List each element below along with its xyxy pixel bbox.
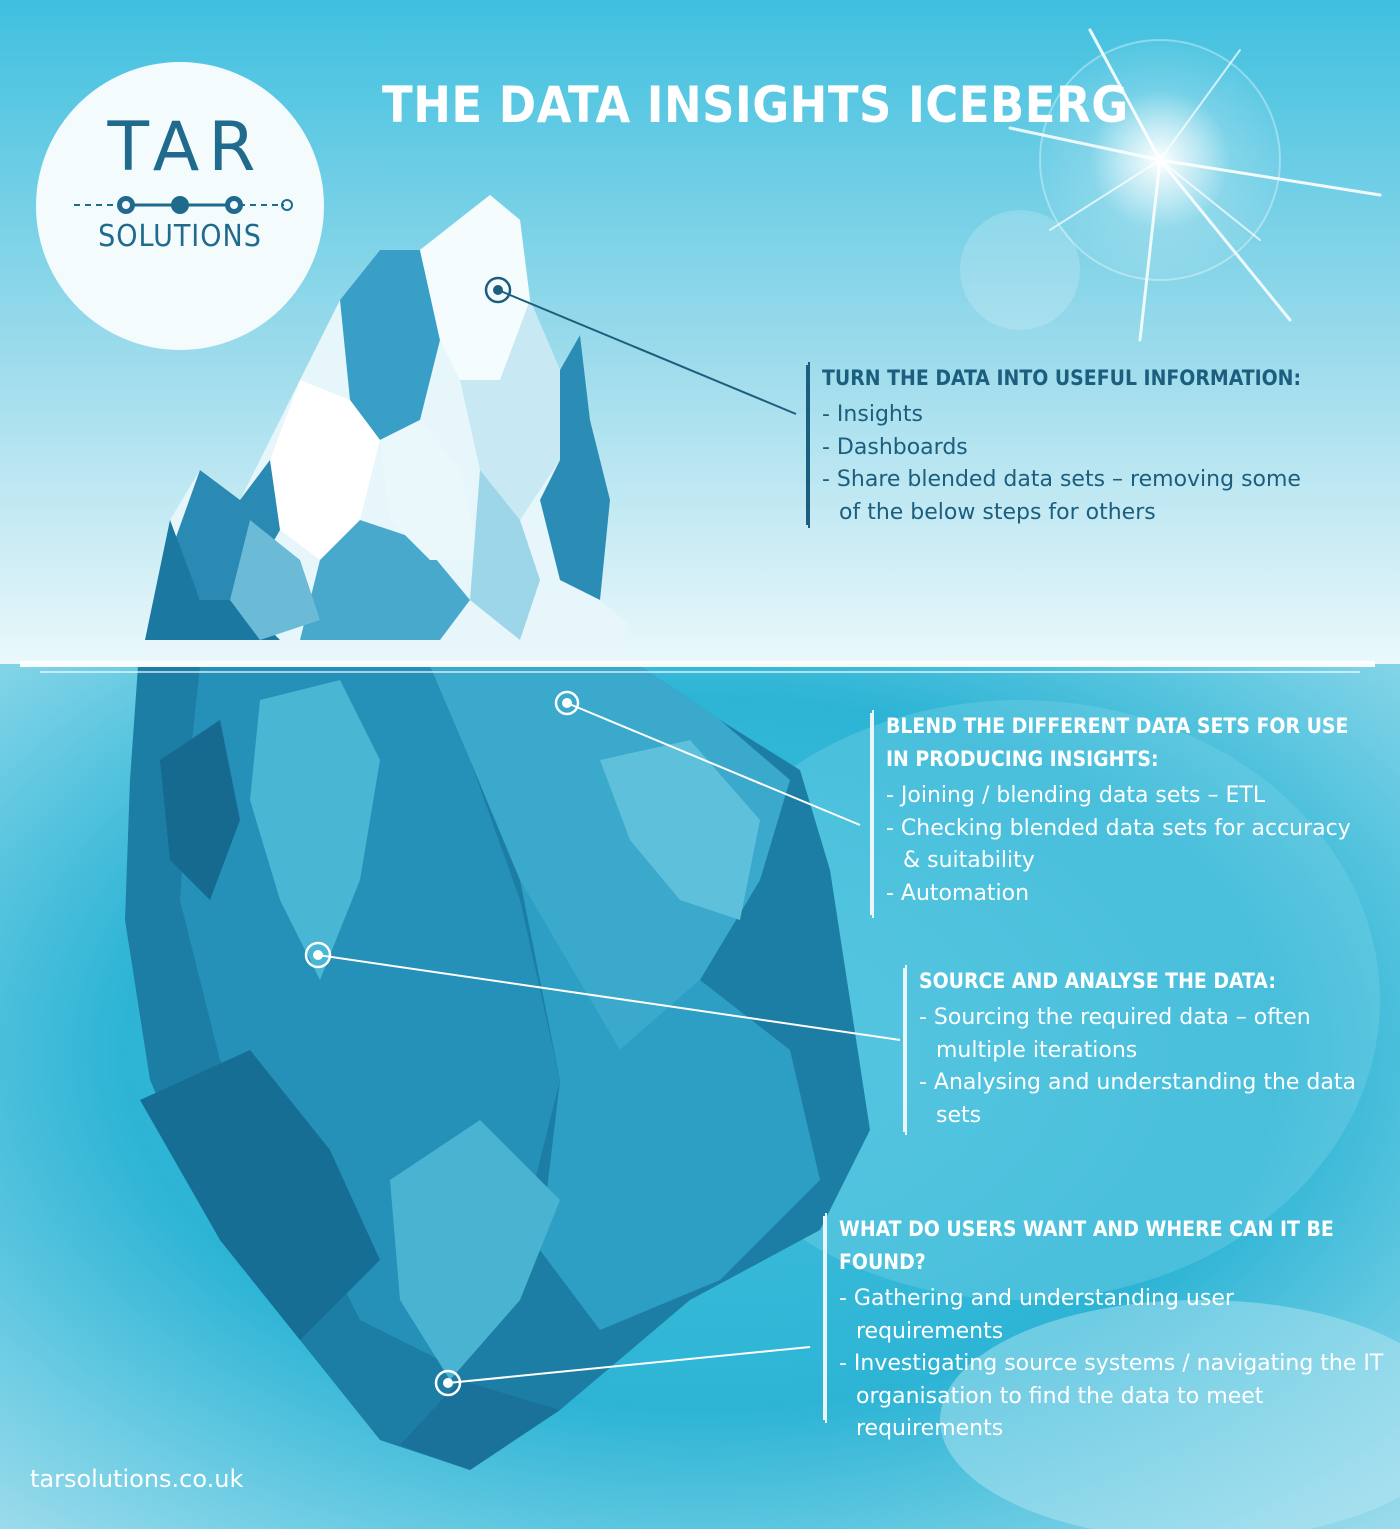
list-item: - Dashboards [822, 434, 968, 460]
logo-dots-icon [74, 196, 293, 214]
page-title: THE DATA INSIGHTS ICEBERG [382, 76, 1129, 134]
list-item: - Sourcing the required data – often mul… [919, 1005, 1311, 1063]
list-item: - Automation [886, 880, 1030, 906]
website-link[interactable]: tarsolutions.co.uk [30, 1465, 244, 1493]
list-item: - Share blended data sets – removing som… [822, 467, 1301, 525]
logo: TAR SOLUTIONS [36, 62, 324, 350]
list-item: - Joining / blending data sets – ETL [886, 783, 1266, 808]
marker-icon [484, 276, 512, 304]
list-item: - Checking blended data sets for accurac… [886, 815, 1351, 874]
section-heading: BLEND THE DIFFERENT DATA SETS FOR USE IN… [886, 714, 1349, 771]
section-heading: WHAT DO USERS WANT AND WHERE CAN IT BE F… [839, 1217, 1334, 1274]
logo-subtext: SOLUTIONS [98, 219, 262, 254]
list-item: - Investigating source systems / navigat… [839, 1351, 1384, 1441]
section-users: WHAT DO USERS WANT AND WHERE CAN IT BE F… [825, 1213, 1384, 1441]
iceberg-underwater [125, 666, 870, 1470]
section-top: TURN THE DATA INTO USEFUL INFORMATION: -… [808, 362, 1322, 528]
logo-text: TAR [107, 108, 265, 187]
marker-icon [304, 941, 332, 969]
sun-icon [960, 28, 1382, 342]
section-heading: TURN THE DATA INTO USEFUL INFORMATION: [822, 366, 1302, 390]
section-source: SOURCE AND ANALYSE THE DATA: - Sourcing … [905, 965, 1359, 1135]
marker-icon [554, 690, 580, 716]
section-blend: BLEND THE DIFFERENT DATA SETS FOR USE IN… [872, 710, 1356, 918]
section-heading: SOURCE AND ANALYSE THE DATA: [919, 969, 1276, 993]
list-item: - Insights [822, 402, 923, 427]
water-highlight [940, 1300, 1400, 1529]
list-item: - Gathering and understanding user requi… [839, 1286, 1234, 1344]
marker-icon [434, 1369, 462, 1397]
list-item: - Analysing and understanding the data s… [919, 1070, 1356, 1128]
iceberg-above-water [145, 195, 630, 645]
connectors [317, 289, 901, 1384]
